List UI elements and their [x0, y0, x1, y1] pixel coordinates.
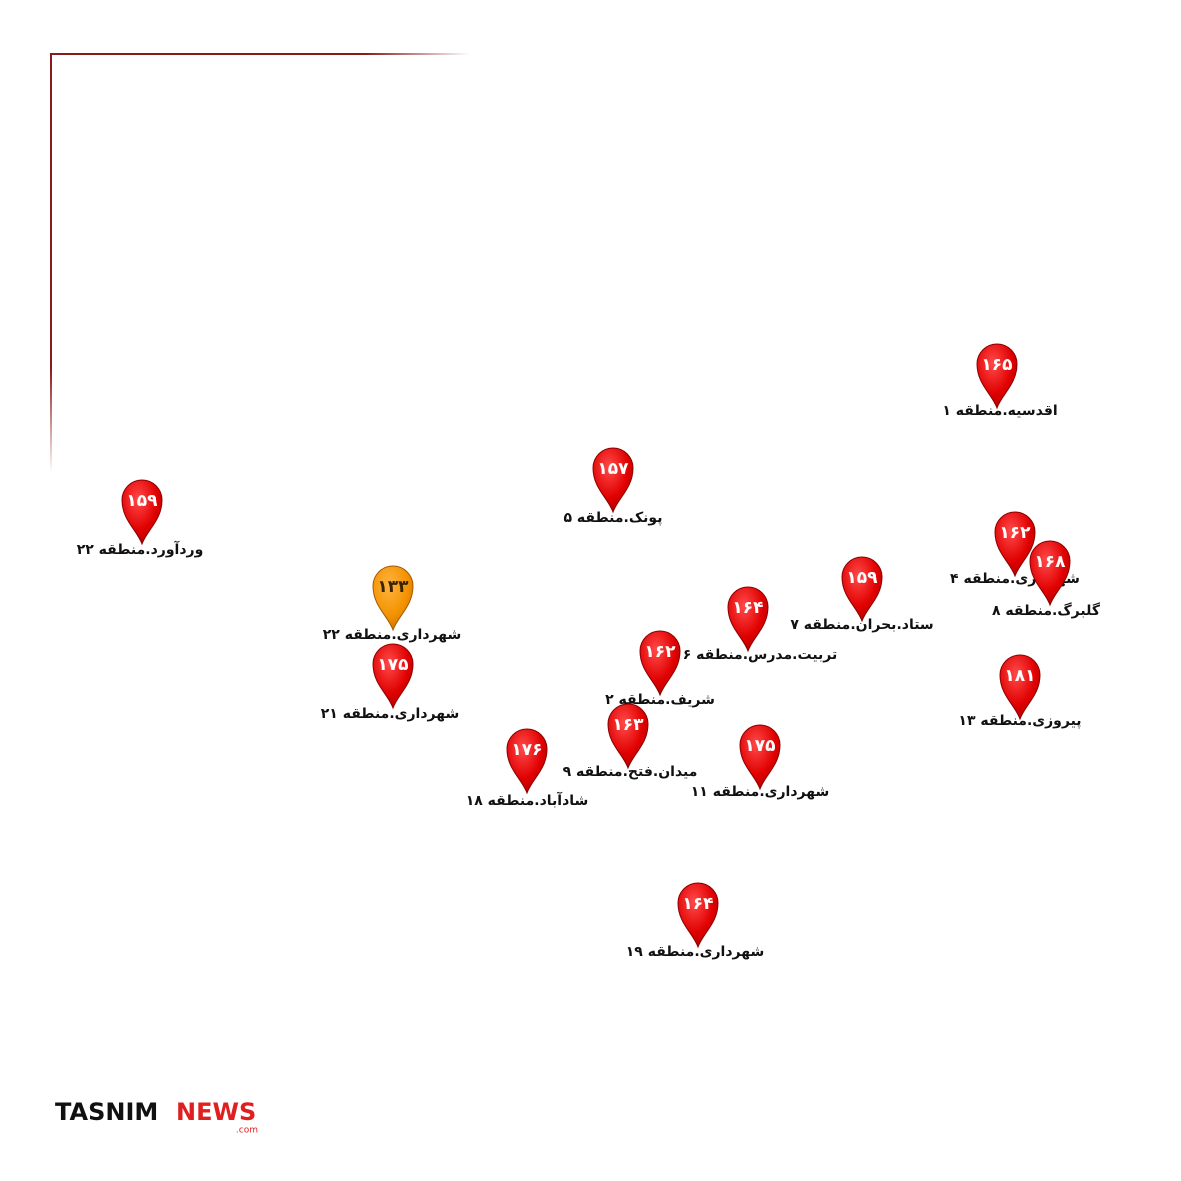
station-name: شادآباد.منطقه ۱۸ [466, 791, 589, 809]
pin-value: ۱۳۳ [377, 577, 409, 597]
marker: ۱۵۹ وردآورد.منطقه ۲۲ [77, 479, 204, 558]
pin-value: ۱۶۵ [981, 355, 1012, 375]
pin-value: ۱۷۶ [511, 740, 542, 760]
pin [639, 630, 681, 697]
pin [1029, 540, 1071, 607]
pin [121, 479, 163, 546]
pin-value: ۱۸۱ [1004, 666, 1035, 686]
pin-value: ۱۶۴ [682, 894, 713, 914]
marker: ۱۶۴ شهرداری.منطقه ۱۹ [626, 882, 764, 960]
station-name: وردآورد.منطقه ۲۲ [77, 540, 204, 558]
station-name: میدان.فتح.منطقه ۹ [563, 764, 698, 780]
pin [372, 643, 414, 710]
marker: ۱۳۳ شهرداری.منطقه ۲۲ [323, 565, 461, 643]
pin-value: ۱۶۸ [1034, 552, 1066, 572]
marker: ۱۵۹ ستاد.بحران.منطقه ۷ [790, 556, 934, 633]
logo: TASNIM NEWS .com [55, 1098, 258, 1136]
pin-value: ۱۶۲ [999, 523, 1031, 543]
marker: ۱۶۸ گلبرگ.منطقه ۸ [992, 540, 1101, 619]
pin [976, 343, 1018, 410]
station-name: شهرداری.منطقه ۲۲ [323, 627, 461, 643]
pin-value: ۱۶۲ [644, 642, 676, 662]
logo-suffix: .com [236, 1126, 258, 1136]
station-name: پیروزی.منطقه ۱۳ [958, 713, 1081, 729]
marker: ۱۷۵ شهرداری.منطقه ۱۱ [691, 724, 829, 800]
markers: ۱۶۵ اقدسیه.منطقه ۱ ۱۵۷ پونک.منطقه ۵ ۱۵۹ وردآو… [77, 343, 1101, 960]
marker: ۱۶۵ اقدسیه.منطقه ۱ [942, 343, 1058, 419]
pin [994, 511, 1036, 578]
logo-accent: NEWS [176, 1098, 256, 1126]
pin [677, 882, 719, 949]
station-name: اقدسیه.منطقه ۱ [942, 403, 1057, 419]
marker: ۱۸۱ پیروزی.منطقه ۱۳ [958, 654, 1082, 729]
pin-value: ۱۵۹ [846, 568, 878, 588]
pin [372, 565, 414, 632]
station-name: گلبرگ.منطقه ۸ [992, 602, 1101, 619]
pin [727, 586, 769, 653]
frame-top [50, 53, 470, 55]
logo-brand: TASNIM [55, 1098, 158, 1126]
station-name: ستاد.بحران.منطقه ۷ [790, 617, 933, 633]
marker: ۱۷۶ شادآباد.منطقه ۱۸ [466, 728, 589, 809]
pin [999, 654, 1041, 721]
marker: ۱۷۵ شهرداری.منطقه ۲۱ [321, 643, 459, 722]
pin [506, 728, 548, 795]
station-name: تربیت.مدرس.منطقه ۶ [683, 647, 838, 663]
station-name: شهرداری.منطقه ۲۱ [321, 706, 459, 722]
marker: ۱۵۷ پونک.منطقه ۵ [564, 447, 663, 526]
pin [841, 556, 883, 623]
frame-left [50, 53, 52, 473]
pin [739, 724, 781, 791]
pin-value: ۱۷۵ [744, 736, 775, 756]
station-name: پونک.منطقه ۵ [564, 510, 663, 526]
pin-value: ۱۶۳ [612, 715, 644, 735]
pin-value: ۱۵۷ [597, 459, 629, 479]
pin [592, 447, 634, 514]
station-name: شهرداری.منطقه ۱۹ [626, 944, 764, 960]
pin-value: ۱۵۹ [126, 491, 158, 511]
marker: ۱۶۳ میدان.فتح.منطقه ۹ [563, 703, 698, 780]
station-name: شهرداری.منطقه ۱۱ [691, 784, 829, 800]
pin-value: ۱۷۵ [377, 655, 408, 675]
pin-value: ۱۶۴ [732, 598, 763, 618]
marker: ۱۶۴ تربیت.مدرس.منطقه ۶ [683, 586, 838, 663]
pin [607, 703, 649, 770]
